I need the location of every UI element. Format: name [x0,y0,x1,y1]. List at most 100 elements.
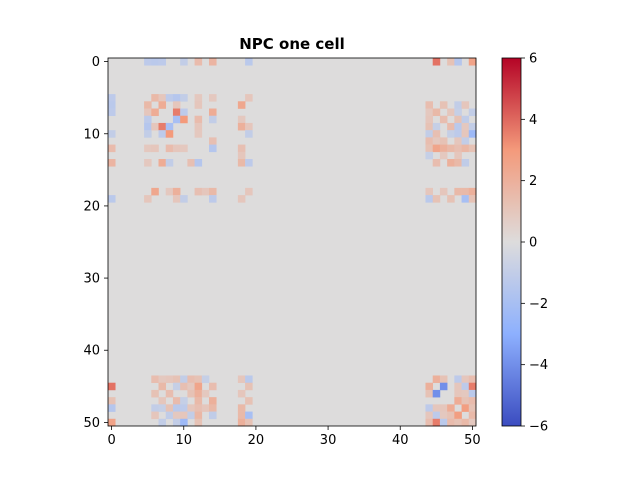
heatmap-cell [245,397,253,405]
heatmap-cell [180,108,188,117]
heatmap-cell [151,404,159,412]
heatmap-cell [201,404,210,412]
heatmap-cell [151,122,159,131]
heatmap-cell [468,411,477,420]
heatmap-cell [432,404,441,412]
chart-title: NPC one cell [239,35,345,53]
colorbar-tick-label: 6 [529,52,537,67]
x-tick-label: 10 [175,433,192,448]
heatmap-cell [237,115,246,124]
heatmap-cell [187,375,195,384]
heatmap-cell [165,144,174,153]
heatmap-cell [165,404,174,412]
heatmap-cell [209,144,217,153]
heatmap-cell [165,94,174,102]
heatmap-cell [180,144,188,153]
heatmap-cell [447,159,455,167]
heatmap-cell [201,375,210,384]
heatmap-cell [172,101,181,109]
heatmap-cell [209,115,217,124]
heatmap-cell [454,397,462,405]
heatmap-cell [439,418,448,427]
heatmap-cell [454,159,462,167]
heatmap-cell [180,382,188,391]
heatmap-cell [468,382,477,391]
heatmap-cell [151,375,159,384]
heatmap-cell [108,404,116,412]
heatmap-cell [447,122,455,131]
heatmap-cell [209,382,217,391]
heatmap-cell [447,130,455,138]
heatmap-cell [194,94,203,102]
heatmap-cell [447,404,455,412]
heatmap-cell [468,389,477,398]
x-tick-label: 20 [248,433,265,448]
heatmap-cell [425,187,434,196]
heatmap-cell [447,58,455,66]
heatmap-cell [461,418,470,427]
heatmap-cell [144,58,152,66]
heatmap-cell [201,389,210,398]
heatmap-cell [432,122,441,131]
heatmap-cell [158,159,167,167]
heatmap-cell [151,144,159,153]
heatmap-cell [432,137,441,145]
heatmap-cell [194,411,203,420]
heatmap-cell [172,418,181,427]
heatmap-cell [454,389,462,398]
heatmap-cell [432,375,441,384]
heatmap-cell [461,187,470,196]
heatmap-cell [144,195,152,203]
heatmap-cell [172,397,181,405]
heatmap-cell [144,108,152,117]
heatmap-cell [425,101,434,109]
heatmap-cell [454,382,462,391]
heatmap-cell [237,151,246,160]
heatmap-cell [454,101,462,109]
heatmap-cell [180,195,188,203]
x-tick-label: 30 [320,433,337,448]
heatmap-cell [237,375,246,384]
heatmap-cell [194,404,203,412]
heatmap-cell [245,382,253,391]
heatmap-cell [425,130,434,138]
heatmap-cell [425,382,434,391]
heatmap-cell [432,195,441,203]
heatmap-cell [194,389,203,398]
heatmap-cell [172,382,181,391]
heatmap-cell [180,411,188,420]
heatmap-cell [209,411,217,420]
heatmap-cell [245,58,253,66]
colorbar-axis: −6 −4 −2 0 2 4 6 [521,52,548,435]
heatmap-cell [454,151,462,160]
heatmap-cell [425,411,434,420]
colorbar-tick-label: 2 [529,174,537,189]
heatmap-cell [425,137,434,145]
colorbar-tick-label: −6 [529,420,548,435]
heatmap-cell [468,108,477,117]
heatmap-cell [461,137,470,145]
heatmap-cell [468,122,477,131]
heatmap-cell [245,418,253,427]
heatmap-cell [151,187,159,196]
heatmap-cell [447,108,455,117]
heatmap-cell [108,94,116,102]
heatmap-cell [108,397,116,405]
heatmap-cell [237,195,246,203]
heatmap-cell [439,144,448,153]
heatmap-cell [425,195,434,203]
heatmap-cell [439,137,448,145]
heatmap-cell [180,404,188,412]
heatmap-cell [194,130,203,138]
heatmap-cell [461,122,470,131]
heatmap-cell [454,108,462,117]
heatmap-cell [172,195,181,203]
heatmap-cell [158,404,167,412]
heatmap-cell [187,159,195,167]
heatmap-cell [209,58,217,66]
heatmap-cell [245,130,253,138]
heatmap-cell [165,130,174,138]
colorbar-tick-label: 4 [529,113,537,128]
x-tick-label: 40 [392,433,409,448]
